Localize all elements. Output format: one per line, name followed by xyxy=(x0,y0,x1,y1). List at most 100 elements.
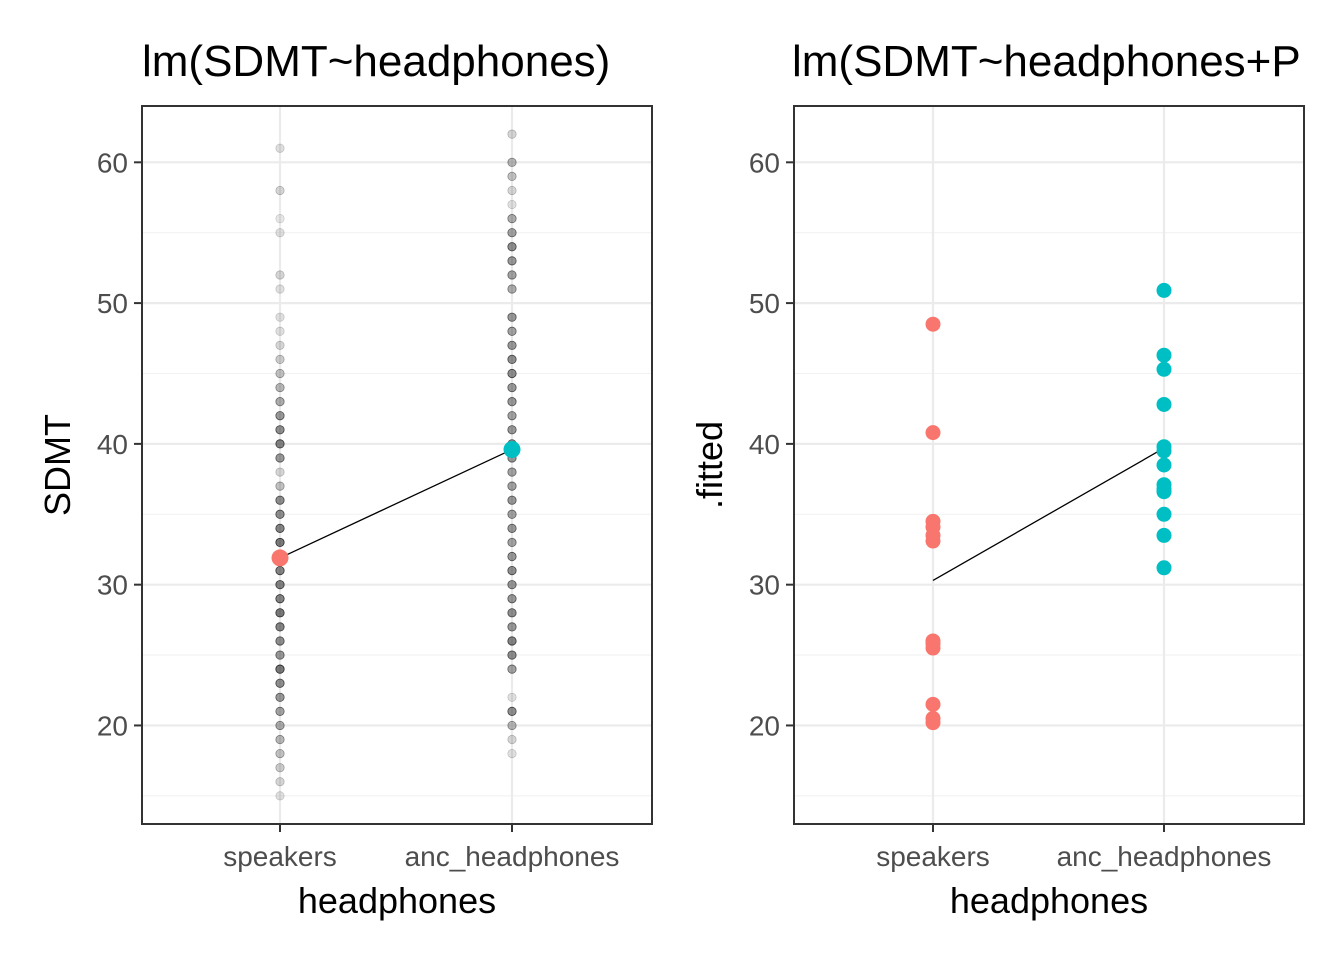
left-raw-point xyxy=(275,608,285,618)
panel-left-frame xyxy=(141,105,653,825)
left-raw-point xyxy=(275,143,285,153)
right-y-tick-label: 50 xyxy=(749,288,780,319)
left-y-tick-label: 30 xyxy=(97,570,128,601)
left-x-tick-label: anc_headphones xyxy=(405,841,620,872)
right-fitted-point-anc-headphones xyxy=(1156,506,1172,522)
left-raw-point xyxy=(275,439,285,449)
left-raw-point xyxy=(507,157,517,167)
left-raw-point xyxy=(507,720,517,731)
left-fitted-point-speakers xyxy=(271,549,289,567)
left-raw-point xyxy=(275,622,285,632)
left-raw-point xyxy=(507,129,517,139)
left-raw-point xyxy=(275,537,285,548)
left-raw-point xyxy=(507,495,517,505)
left-y-tick-label: 20 xyxy=(97,710,128,741)
left-raw-point xyxy=(507,284,517,294)
right-fitted-point-anc-headphones xyxy=(1156,527,1172,543)
right-fitted-point-speakers xyxy=(925,696,941,712)
right-fitted-point-speakers xyxy=(925,316,941,332)
right-fitted-point-anc-headphones xyxy=(1156,443,1172,459)
left-raw-point xyxy=(507,199,517,210)
left-raw-point xyxy=(507,692,517,702)
left-raw-point xyxy=(275,270,285,280)
left-y-tick-label: 40 xyxy=(97,429,128,460)
panel-right-x-axis-label: headphones xyxy=(950,880,1148,921)
left-raw-point xyxy=(275,453,285,463)
left-raw-point xyxy=(507,509,517,519)
left-raw-point xyxy=(275,340,285,350)
right-y-tick-label: 40 xyxy=(749,429,780,460)
left-raw-point xyxy=(507,425,517,435)
right-fit-line xyxy=(932,447,1165,582)
panel-right-y-axis-label: .fitted xyxy=(689,421,730,509)
left-raw-point xyxy=(507,242,517,252)
panel-right: lm(SDMT~headphones+P 20 30 40 50 60 speakers a… xyxy=(689,37,1305,921)
left-raw-point xyxy=(275,678,285,688)
right-fitted-point-anc-headphones xyxy=(1156,484,1172,500)
left-raw-point xyxy=(507,340,517,350)
left-raw-point xyxy=(275,467,285,477)
left-raw-point xyxy=(507,354,517,365)
left-raw-point xyxy=(275,594,285,604)
right-fitted-point-anc-headphones xyxy=(1156,282,1172,298)
left-raw-point xyxy=(275,777,285,787)
left-raw-point xyxy=(275,425,285,435)
left-raw-point xyxy=(507,650,517,660)
left-y-tick-label: 60 xyxy=(97,147,128,178)
panel-right-axes: 20 30 40 50 60 speakers anc_headphones xyxy=(749,147,1272,872)
panel-right-title: lm(SDMT~headphones+P xyxy=(792,37,1301,86)
panel-left: lm(SDMT~headphones) 20 30 40 50 60 speakers an… xyxy=(37,37,653,921)
panel-left-x-axis-label: headphones xyxy=(298,880,496,921)
left-raw-point xyxy=(507,537,517,548)
left-raw-point xyxy=(275,636,285,646)
left-y-tick-label: 50 xyxy=(97,288,128,319)
left-raw-point xyxy=(507,368,517,379)
panel-right-frame xyxy=(793,105,1305,825)
left-raw-point xyxy=(275,720,285,731)
left-raw-point xyxy=(507,467,517,477)
left-raw-point xyxy=(507,270,517,280)
left-raw-point xyxy=(275,312,285,322)
left-raw-point xyxy=(275,284,285,294)
right-fitted-point-anc-headphones xyxy=(1156,347,1172,363)
right-fitted-point-speakers xyxy=(925,640,941,656)
left-raw-point xyxy=(507,382,517,393)
left-raw-point xyxy=(507,523,517,533)
left-x-tick-label: speakers xyxy=(223,841,337,872)
left-raw-point xyxy=(507,326,517,336)
left-raw-point xyxy=(507,228,517,238)
left-raw-point xyxy=(275,692,285,702)
left-raw-point xyxy=(507,622,517,632)
right-fitted-point-speakers xyxy=(925,715,941,731)
panel-right-marks xyxy=(925,282,1172,731)
right-fitted-point-anc-headphones xyxy=(1156,361,1172,377)
right-fitted-point-speakers xyxy=(925,425,941,441)
left-raw-point xyxy=(275,763,285,773)
left-raw-point xyxy=(275,749,285,759)
left-raw-point xyxy=(507,411,517,421)
left-raw-point xyxy=(275,185,285,196)
left-fit-line xyxy=(279,448,513,559)
panel-left-title: lm(SDMT~headphones) xyxy=(142,37,610,86)
left-raw-point xyxy=(507,706,517,716)
left-raw-point xyxy=(275,650,285,660)
right-y-tick-label: 20 xyxy=(749,710,780,741)
left-raw-point xyxy=(275,495,285,505)
left-raw-point xyxy=(275,664,285,674)
left-raw-point xyxy=(275,411,285,421)
left-raw-point xyxy=(275,214,285,224)
left-raw-point xyxy=(275,734,285,745)
right-fitted-point-speakers xyxy=(925,533,941,549)
left-raw-point xyxy=(507,594,517,604)
left-raw-point xyxy=(275,326,285,336)
left-raw-point xyxy=(507,565,517,576)
left-raw-point xyxy=(275,509,285,519)
right-x-tick-label: anc_headphones xyxy=(1057,841,1272,872)
left-raw-point xyxy=(507,636,517,646)
left-raw-point xyxy=(507,608,517,618)
panel-left-axes: 20 30 40 50 60 speakers anc_headphones xyxy=(97,147,620,872)
left-raw-point xyxy=(507,734,517,745)
left-raw-point xyxy=(507,397,517,407)
right-fitted-point-anc-headphones xyxy=(1156,560,1172,576)
